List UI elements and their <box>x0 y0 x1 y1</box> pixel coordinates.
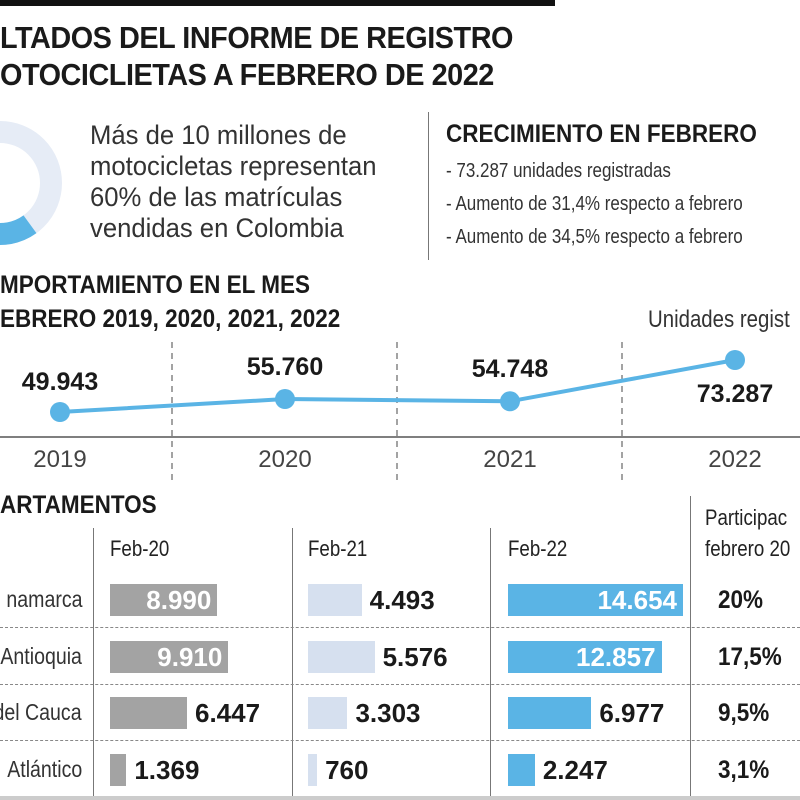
line-chart-title-line1: MPORTAMIENTO EN EL MES <box>0 271 311 299</box>
bar <box>308 640 375 673</box>
growth-item: - Aumento de 34,5% respecto a febrero <box>446 226 743 248</box>
bar-value-label: 760 <box>325 754 369 785</box>
growth-title: CRECIMIENTO EN FEBRERO <box>446 120 757 148</box>
bar <box>508 753 535 786</box>
bar-table-title: ARTAMENTOS <box>0 491 157 519</box>
share-header-line1: Participac <box>705 505 788 530</box>
page-title-line2: OTOCICLIETAS A FEBRERO DE 2022 <box>0 57 494 92</box>
line-chart-title-line2: EBRERO 2019, 2020, 2021, 2022 <box>0 305 341 333</box>
bar-value-label: 5.576 <box>382 641 448 672</box>
bar-value-label: 3.303 <box>355 698 421 728</box>
share-value: 3,1% <box>718 755 770 784</box>
top-rule <box>0 0 555 6</box>
series-label: Unidades regist <box>648 306 790 333</box>
row-label: Antioquia <box>0 642 82 669</box>
page-title-line1: LTADOS DEL INFORME DE REGISTRO <box>0 20 514 55</box>
row-label: Atlántico <box>7 755 82 782</box>
column-header: Feb-22 <box>508 536 568 561</box>
bar <box>508 640 662 673</box>
share-header-line2: febrero 20 <box>705 536 791 561</box>
column-divider <box>490 528 491 796</box>
bar <box>110 640 229 673</box>
bar-value-label: 2.247 <box>542 754 608 785</box>
divider <box>428 112 429 260</box>
bar <box>308 697 348 729</box>
growth-item: - 73.287 unidades registradas <box>446 160 671 182</box>
column-header: Feb-20 <box>110 536 170 561</box>
bar <box>110 584 218 616</box>
bar <box>508 584 683 616</box>
donut-share-arc <box>0 134 37 245</box>
bar <box>508 697 592 729</box>
share-value: 9,5% <box>718 699 770 727</box>
row-divider <box>0 627 800 628</box>
donut-rest <box>0 121 62 245</box>
summary-line: motocicletas representan <box>90 151 377 181</box>
bar-value-label: 6.977 <box>599 698 665 728</box>
bar-value-label: 12.857 <box>576 641 656 672</box>
bar-value-label: 8.990 <box>146 585 212 615</box>
column-divider <box>93 528 94 796</box>
row-divider <box>0 684 800 685</box>
bar-value-label: 6.447 <box>194 698 261 728</box>
row-label: namarca <box>5 586 82 612</box>
column-header: Feb-21 <box>308 536 368 561</box>
summary-line: vendidas en Colombia <box>90 213 344 243</box>
summary-line: Más de 10 millones de <box>90 120 347 150</box>
bar <box>308 753 318 786</box>
share-value: 17,5% <box>718 642 782 671</box>
donut-chart <box>0 121 62 245</box>
summary-text: Más de 10 millones de motocicletas repre… <box>90 120 377 244</box>
bar <box>110 753 127 786</box>
bar-value-label: 14.654 <box>597 585 677 615</box>
share-value: 20% <box>718 586 764 614</box>
summary-line: 60% de las matrículas <box>90 182 343 212</box>
column-divider <box>690 496 691 796</box>
growth-item: - Aumento de 31,4% respecto a febrero <box>446 193 743 215</box>
bar-value-label: 9.910 <box>157 641 223 672</box>
column-divider <box>292 528 293 796</box>
bar <box>110 697 187 729</box>
bar <box>308 584 362 616</box>
bar-value-label: 1.369 <box>134 754 200 785</box>
bottom-strip <box>0 796 800 800</box>
row-label: del Cauca <box>0 699 82 725</box>
bar-value-label: 4.493 <box>369 585 435 615</box>
row-divider <box>0 740 800 741</box>
